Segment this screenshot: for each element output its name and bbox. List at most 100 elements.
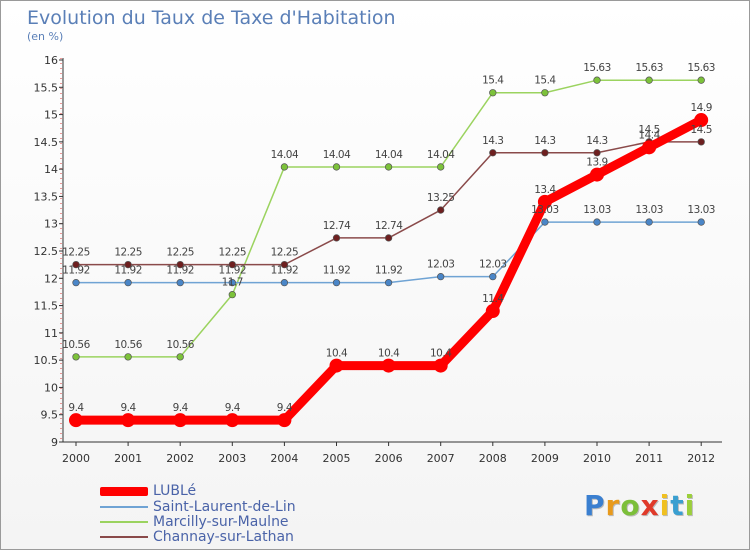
data-point [593, 218, 601, 226]
data-label: 14.3 [482, 135, 503, 147]
data-label: 15.63 [635, 62, 663, 74]
data-point [437, 272, 445, 281]
data-point [384, 163, 393, 171]
data-label: 10.56 [166, 339, 194, 351]
data-label: 14.3 [586, 135, 607, 147]
data-label: 13.9 [586, 157, 607, 169]
data-label: 13.03 [687, 204, 715, 216]
x-tick-label: 2007 [427, 452, 455, 465]
data-label: 12.74 [375, 220, 403, 232]
x-tick-label: 2008 [479, 452, 507, 465]
y-tick-label: 11 [44, 327, 58, 340]
legend-item-luble: LUBLé [100, 483, 196, 499]
data-label: 15.63 [687, 62, 715, 74]
legend-swatch-saint-laurent [100, 506, 148, 508]
legend-swatch-channay [100, 536, 148, 538]
data-point [489, 89, 497, 97]
legend-item-channay: Channay-sur-Lathan [100, 529, 294, 545]
data-point [124, 279, 132, 287]
data-point [121, 413, 136, 428]
data-point [69, 413, 83, 428]
data-label: 13.03 [531, 204, 559, 216]
logo-letter: P [584, 489, 606, 522]
legend-swatch-marcilly [100, 521, 148, 523]
data-point [697, 218, 705, 226]
legend-item-saint-laurent: Saint-Laurent-de-Lin [100, 499, 296, 515]
data-point [332, 279, 341, 287]
data-point [332, 163, 341, 171]
data-point [437, 206, 445, 214]
y-tick-label: 10 [44, 381, 58, 394]
data-point [537, 194, 552, 209]
data-point [173, 413, 188, 428]
y-tick-label: 14 [44, 163, 58, 176]
data-label: 9.4 [225, 402, 241, 414]
y-tick-label: 15.5 [34, 81, 59, 94]
y-tick-label: 10.5 [34, 354, 59, 367]
data-label: 14.3 [534, 135, 555, 147]
data-label: 14.5 [691, 124, 712, 136]
data-point [433, 358, 448, 373]
x-tick-label: 2011 [635, 452, 663, 465]
data-point [277, 413, 292, 428]
data-label: 12.25 [271, 247, 299, 259]
x-tick-label: 2012 [687, 452, 715, 465]
data-label: 14.4 [638, 129, 660, 141]
data-point [332, 234, 341, 242]
data-point [176, 353, 184, 361]
proxiti-logo: Proxiti [584, 489, 695, 522]
data-point [437, 163, 445, 171]
data-label: 12.25 [62, 247, 90, 259]
y-tick-label: 12.5 [34, 245, 59, 258]
data-point [280, 279, 289, 287]
data-label: 10.4 [430, 348, 452, 360]
data-point [541, 89, 549, 97]
data-point [176, 260, 184, 269]
data-label: 10.4 [326, 348, 348, 360]
data-point [384, 279, 393, 287]
data-point [541, 218, 549, 226]
data-label: 11.92 [375, 265, 403, 277]
data-point [645, 76, 653, 84]
data-point [489, 149, 497, 157]
y-tick-label: 14.5 [34, 136, 59, 149]
legend-label: Saint-Laurent-de-Lin [153, 499, 296, 515]
data-point [694, 113, 709, 128]
data-point [72, 279, 80, 287]
logo-letter: t [670, 489, 685, 522]
y-tick-label: 16 [44, 54, 58, 67]
data-point [590, 167, 604, 182]
logo-letter: x [640, 489, 660, 522]
data-label: 11.4 [482, 293, 504, 305]
data-point [485, 304, 500, 319]
x-tick-label: 2003 [218, 452, 246, 465]
y-tick-label: 12 [44, 272, 58, 285]
data-label: 12.25 [114, 247, 142, 259]
data-label: 15.63 [583, 62, 611, 74]
x-tick-label: 2005 [323, 452, 351, 465]
data-point [329, 358, 344, 373]
data-label: 15.4 [482, 75, 504, 87]
logo-letter: o [620, 489, 641, 522]
data-label: 14.04 [271, 149, 299, 161]
y-tick-label: 13 [44, 218, 58, 231]
x-tick-label: 2002 [166, 452, 194, 465]
data-label: 14.9 [691, 102, 712, 114]
x-tick-label: 2009 [531, 452, 559, 465]
data-label: 11.92 [271, 265, 299, 277]
data-point [124, 260, 132, 269]
legend-label: Channay-sur-Lathan [153, 529, 294, 545]
legend-item-marcilly: Marcilly-sur-Maulne [100, 514, 289, 530]
data-point [225, 413, 240, 428]
data-point [697, 76, 705, 84]
data-point [593, 76, 601, 84]
y-tick-label: 15 [44, 109, 58, 122]
x-tick-label: 2000 [62, 452, 90, 465]
data-label: 14.5 [638, 124, 659, 136]
data-point [645, 218, 653, 226]
y-tick-label: 13.5 [34, 190, 59, 203]
data-label: 13.4 [534, 184, 556, 196]
logo-letter: i [684, 489, 696, 522]
